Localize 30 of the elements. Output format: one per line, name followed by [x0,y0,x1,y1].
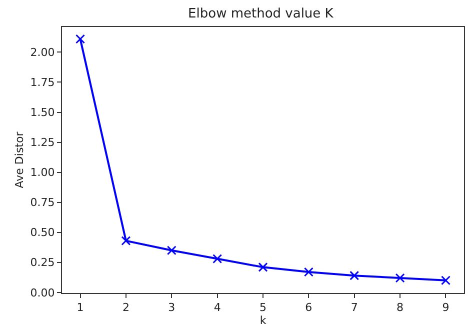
point [121,236,131,246]
x-tick-label: 2 [122,301,130,314]
point [395,273,405,283]
y-tick-label: 0.75 [30,196,55,210]
x-tick-label: 6 [305,301,312,314]
point [440,276,450,286]
x-tick-label: 3 [168,301,176,314]
x-tick-label: 7 [350,301,358,314]
point [350,270,360,280]
y-tick-label: 1.00 [30,166,55,180]
y-axis-title: Ave Distor [12,131,26,188]
point [76,34,86,44]
point [304,267,314,277]
point [212,254,222,264]
x-tick-label: 5 [260,301,266,314]
x-tick-label: 4 [214,301,221,314]
y-tick-label: 0.50 [30,226,55,240]
point [258,262,268,272]
chart-title: Elbow method value K [188,6,334,22]
y-tick-label: 0.00 [30,286,55,300]
y-tick-label: 1.50 [30,106,55,120]
y-tick-label: 0.25 [30,256,55,270]
x-tick-label: 9 [442,301,450,314]
x-tick-label: 8 [396,301,404,314]
point [166,246,176,256]
y-tick-label: 1.25 [30,136,55,150]
x-tick-label: 1 [76,301,84,314]
x-axis-title: k [260,314,267,328]
y-tick-label: 2.00 [30,46,55,60]
y-tick-label: 1.75 [30,76,55,90]
